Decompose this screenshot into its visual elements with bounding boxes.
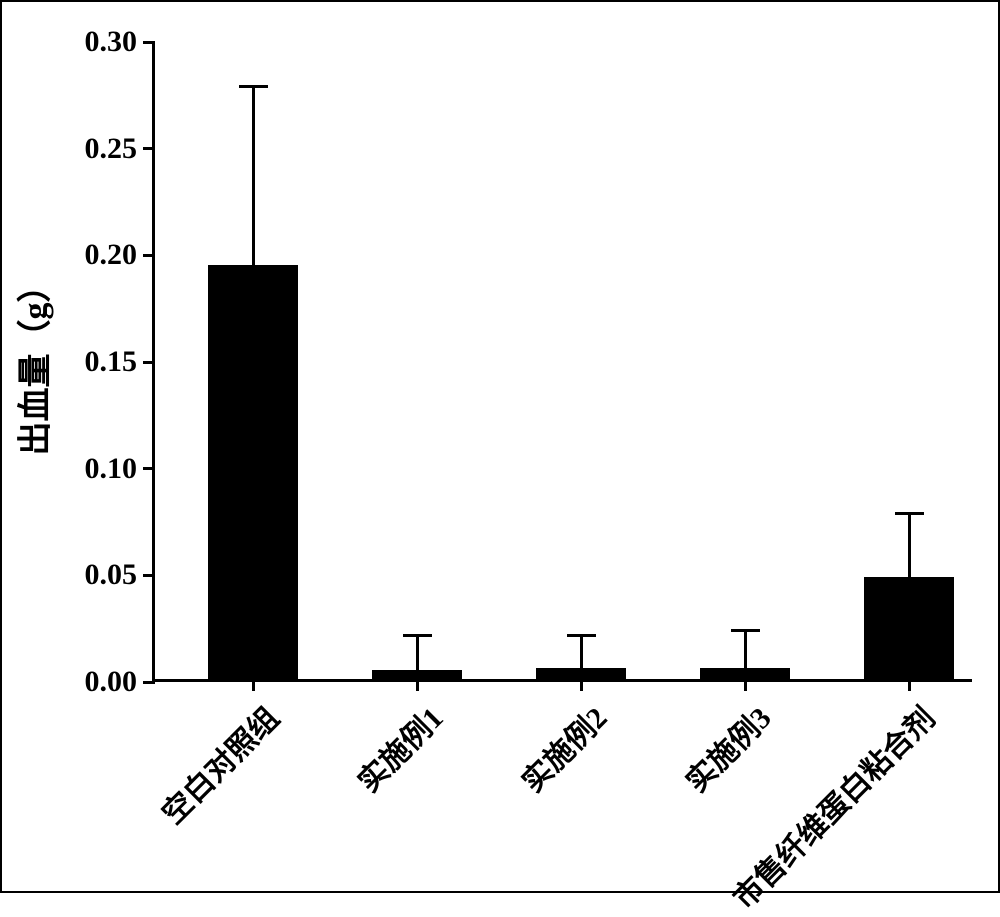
- plot-area: 0.000.050.100.150.200.250.30空白对照组实施例1实施例…: [152, 42, 972, 682]
- chart-frame: 出血量（g） 0.000.050.100.150.200.250.30空白对照组…: [0, 0, 1000, 893]
- error-bar-cap: [239, 85, 269, 88]
- y-tick: [143, 574, 155, 577]
- error-bar-cap: [403, 634, 433, 637]
- y-tick: [143, 467, 155, 470]
- y-tick: [143, 147, 155, 150]
- y-tick-label: 0.05: [85, 558, 138, 592]
- error-bar-cap: [731, 629, 761, 632]
- y-tick-label: 0.30: [85, 25, 138, 59]
- y-tick: [143, 361, 155, 364]
- x-tick-label: 实施例3: [674, 695, 779, 800]
- bar: [864, 577, 954, 679]
- error-bar-stem: [252, 87, 255, 268]
- error-bar-stem: [908, 513, 911, 579]
- x-tick-label: 实施例2: [510, 695, 615, 800]
- bar: [208, 265, 298, 679]
- y-tick: [143, 254, 155, 257]
- x-tick: [744, 679, 747, 691]
- x-tick-label: 空白对照组: [150, 695, 287, 832]
- error-bar-stem: [416, 635, 419, 673]
- x-tick: [908, 679, 911, 691]
- y-tick-label: 0.15: [85, 345, 138, 379]
- error-bar-cap: [567, 634, 597, 637]
- x-tick: [252, 679, 255, 691]
- y-tick: [143, 41, 155, 44]
- x-tick: [580, 679, 583, 691]
- y-tick-label: 0.10: [85, 452, 138, 486]
- error-bar-cap: [895, 512, 925, 515]
- x-tick-label: 实施例1: [346, 695, 451, 800]
- y-axis-label: 出血量（g）: [8, 269, 57, 456]
- y-tick-label: 0.20: [85, 238, 138, 272]
- y-tick: [143, 681, 155, 684]
- error-bar-stem: [744, 631, 747, 672]
- y-tick-label: 0.25: [85, 132, 138, 166]
- x-tick: [416, 679, 419, 691]
- error-bar-stem: [580, 635, 583, 671]
- y-tick-label: 0.00: [85, 665, 138, 699]
